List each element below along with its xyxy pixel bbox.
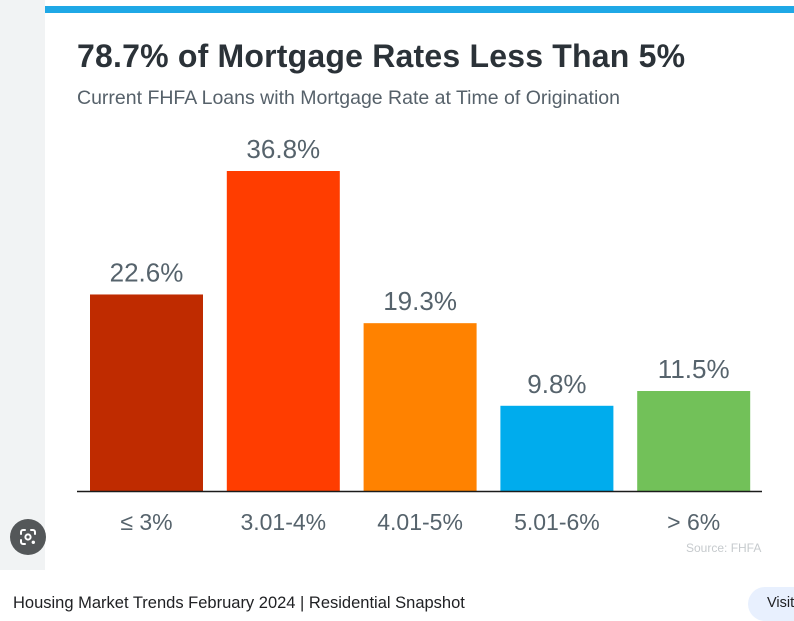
category-label: 3.01-4% [240,509,326,535]
value-label: 11.5% [658,354,730,384]
value-label: 9.8% [527,369,586,399]
chart-title: 78.7% of Mortgage Rates Less Than 5% [77,38,686,74]
google-lens-icon [20,529,36,545]
accent-bar [45,6,794,13]
category-label: 5.01-6% [514,509,600,535]
category-label: > 6% [667,509,720,535]
side-panel [0,0,45,570]
value-label: 19.3% [383,286,457,316]
bar-chart: 22.6% ≤ 3% 36.8% 3.01-4% 19.3% 4.01-5% 9.8% 5.0… [77,134,762,535]
bar-1 [226,171,340,491]
value-label: 36.8% [246,134,320,164]
bar-4 [637,391,751,491]
bar-0 [90,294,203,491]
bar-3 [500,405,614,491]
bar-2 [363,323,477,491]
bars-group [90,171,751,491]
value-label: 22.6% [110,257,184,287]
google-lens-button[interactable] [10,519,46,555]
chart-subtitle: Current FHFA Loans with Mortgage Rate at… [77,87,621,109]
source-note: Source: FHFA [686,541,762,555]
category-label: 4.01-5% [377,509,463,535]
image-caption-link[interactable]: Housing Market Trends February 2024 | Re… [13,594,465,612]
labels-group: 22.6% ≤ 3% 36.8% 3.01-4% 19.3% 4.01-5% 9.8% 5.0… [110,134,730,535]
category-label: ≤ 3% [120,509,172,535]
visit-button[interactable]: Visit [748,587,794,621]
